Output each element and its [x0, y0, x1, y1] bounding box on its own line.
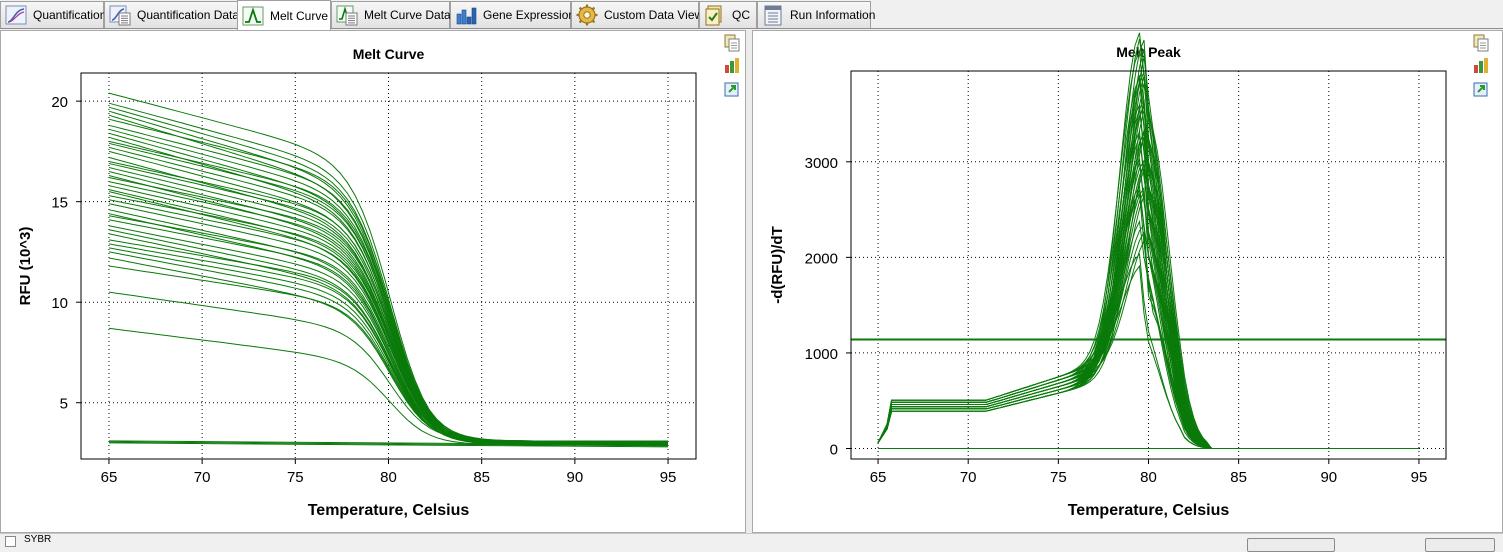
tab-label: Quantification Data [137, 8, 240, 22]
tab-label: QC [732, 8, 750, 22]
tab-label: Custom Data View [604, 8, 704, 22]
tab-quantification-data[interactable]: Quantification Data [104, 1, 240, 28]
melt-peak-panel: Melt Peak 65 70 75 80 85 90 95 0 1000 2000 3000 Temp… [752, 30, 1503, 533]
quantification-icon [5, 4, 27, 26]
chart-title: Melt Curve [353, 46, 425, 62]
y-tick-label: 1000 [805, 346, 838, 363]
melt-curve-icon [242, 5, 264, 27]
quantification-data-icon [109, 4, 131, 26]
series-group [108, 92, 669, 448]
x-tick-label: 85 [1230, 469, 1247, 486]
y-axis-label: -d(RFU)/dT [769, 226, 786, 303]
x-tick-label: 75 [1050, 469, 1067, 486]
tab-label: Quantification [33, 8, 107, 22]
status-bar [0, 533, 1503, 543]
panel-splitter[interactable] [746, 30, 752, 533]
tab-gene-expression[interactable]: Gene Expression [450, 1, 575, 28]
melt-curve-data-icon [336, 4, 358, 26]
tab-custom-data-view[interactable]: Custom Data View [571, 1, 703, 28]
series-line [108, 291, 668, 442]
x-axis-label: Temperature, Celsius [308, 502, 470, 519]
copy-icon[interactable] [723, 34, 741, 52]
y-tick-label: 0 [830, 441, 838, 458]
melt-curve-chart: Melt Curve 65 70 75 80 85 90 95 5 10 15 20 Temperatu… [17, 46, 697, 519]
status-button[interactable] [1425, 538, 1495, 552]
x-axis-label: Temperature, Celsius [1068, 502, 1230, 519]
x-tick-label: 70 [960, 469, 977, 486]
export-icon[interactable] [723, 80, 741, 98]
x-tick-label: 90 [567, 469, 584, 486]
status-button[interactable] [1247, 538, 1335, 552]
x-tick-label: 70 [194, 469, 211, 486]
gene-expression-icon [455, 4, 477, 26]
series-line [108, 441, 669, 447]
grid [81, 73, 696, 459]
series-line [877, 71, 1419, 449]
y-tick-label: 2000 [805, 250, 838, 267]
x-tick-label: 85 [473, 469, 490, 486]
tab-melt-curve-data[interactable]: Melt Curve Data [331, 1, 451, 28]
series-line [108, 257, 668, 443]
chart-options-icon[interactable] [1472, 56, 1490, 74]
x-tick-label: 80 [380, 469, 397, 486]
y-tick-label: 3000 [805, 155, 838, 172]
x-tick-label: 95 [660, 469, 677, 486]
qc-icon [704, 4, 726, 26]
y-tick-label: 15 [51, 195, 68, 212]
series-line [108, 440, 669, 446]
y-axis-label: RFU (10^3) [17, 227, 34, 306]
chart-options-icon[interactable] [723, 56, 741, 74]
custom-data-view-icon [576, 4, 598, 26]
copy-icon[interactable] [1472, 34, 1490, 52]
tab-melt-curve[interactable]: Melt Curve [237, 0, 331, 30]
y-tick-label: 5 [60, 396, 68, 413]
series-group [877, 32, 1419, 449]
x-tick-label: 75 [287, 469, 304, 486]
x-tick-label: 80 [1140, 469, 1157, 486]
melt-peak-chart: Melt Peak 65 70 75 80 85 90 95 0 1000 2000 3000 Temp… [769, 32, 1447, 519]
sybr-checkbox[interactable] [5, 536, 16, 547]
x-tick-label: 90 [1320, 469, 1337, 486]
tab-run-information[interactable]: Run Information [757, 1, 875, 28]
y-tick-label: 10 [51, 295, 68, 312]
tab-label: Melt Curve [270, 8, 329, 23]
x-tick-label: 65 [101, 469, 118, 486]
tab-label: Gene Expression [483, 8, 576, 22]
tab-quantification[interactable]: Quantification [0, 1, 107, 28]
series-line [108, 442, 669, 448]
tab-bar: Quantification Quantification Data Melt Cu… [0, 0, 1503, 30]
x-tick-label: 95 [1411, 469, 1428, 486]
plot-frame [850, 70, 1447, 460]
tab-label: Melt Curve Data [364, 8, 451, 22]
melt-curve-panel: Melt Curve 65 70 75 80 85 90 95 5 10 15 20 Temperatu… [0, 30, 746, 533]
series-line [108, 265, 668, 443]
sybr-label: SYBR [24, 534, 52, 545]
chart-title: Melt Peak [1116, 44, 1181, 60]
series-line [108, 251, 668, 444]
run-information-icon [762, 4, 784, 26]
series-line [877, 76, 1419, 449]
export-icon[interactable] [1472, 80, 1490, 98]
x-tick-label: 65 [870, 469, 887, 486]
tab-qc[interactable]: QC [699, 1, 757, 28]
y-tick-label: 20 [51, 94, 68, 111]
grid [851, 71, 1446, 459]
tab-label: Run Information [790, 8, 876, 22]
series-line [108, 247, 668, 444]
